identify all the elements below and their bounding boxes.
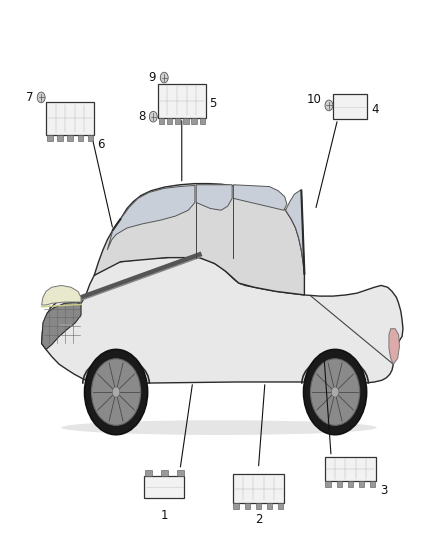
Circle shape — [325, 100, 333, 111]
Text: 5: 5 — [209, 97, 217, 110]
Bar — [161, 470, 168, 475]
Polygon shape — [196, 185, 232, 210]
Bar — [67, 135, 73, 141]
Bar — [359, 481, 364, 487]
Circle shape — [85, 350, 148, 435]
Bar — [336, 481, 342, 487]
Polygon shape — [389, 329, 399, 364]
FancyBboxPatch shape — [333, 94, 367, 119]
Bar — [57, 135, 63, 141]
Text: 1: 1 — [160, 508, 168, 522]
Bar — [200, 118, 205, 124]
Bar — [177, 470, 184, 475]
Circle shape — [92, 359, 141, 425]
Text: 7: 7 — [26, 91, 33, 104]
Circle shape — [311, 359, 360, 425]
FancyBboxPatch shape — [325, 457, 376, 481]
Text: 8: 8 — [138, 110, 145, 123]
Text: 3: 3 — [380, 484, 387, 497]
FancyBboxPatch shape — [233, 474, 284, 503]
Polygon shape — [42, 256, 403, 384]
FancyBboxPatch shape — [158, 84, 206, 118]
Polygon shape — [94, 183, 304, 295]
Bar — [88, 135, 93, 141]
Bar — [348, 481, 353, 487]
Bar — [370, 481, 375, 487]
Bar — [183, 118, 188, 124]
Bar — [256, 503, 261, 508]
Ellipse shape — [61, 420, 377, 435]
Circle shape — [331, 387, 339, 397]
Bar — [267, 503, 272, 508]
Bar — [145, 470, 152, 475]
Text: 10: 10 — [306, 93, 321, 106]
Polygon shape — [42, 286, 81, 305]
Text: 6: 6 — [97, 138, 105, 151]
Bar — [191, 118, 197, 124]
Bar — [167, 118, 172, 124]
Circle shape — [149, 111, 157, 122]
Bar — [325, 481, 331, 487]
Circle shape — [304, 350, 367, 435]
FancyBboxPatch shape — [144, 475, 184, 498]
Polygon shape — [286, 190, 304, 273]
Bar — [244, 503, 250, 508]
FancyBboxPatch shape — [46, 102, 94, 135]
Bar — [278, 503, 283, 508]
Circle shape — [112, 387, 120, 397]
Bar — [159, 118, 164, 124]
Polygon shape — [42, 302, 81, 350]
Polygon shape — [107, 185, 195, 250]
Text: 2: 2 — [254, 513, 262, 527]
Bar — [175, 118, 180, 124]
Bar — [233, 503, 239, 508]
Circle shape — [37, 92, 45, 103]
Circle shape — [160, 72, 168, 83]
Bar — [78, 135, 83, 141]
Text: 4: 4 — [371, 103, 378, 116]
Text: 9: 9 — [148, 71, 155, 84]
Bar — [47, 135, 53, 141]
Polygon shape — [233, 185, 287, 210]
